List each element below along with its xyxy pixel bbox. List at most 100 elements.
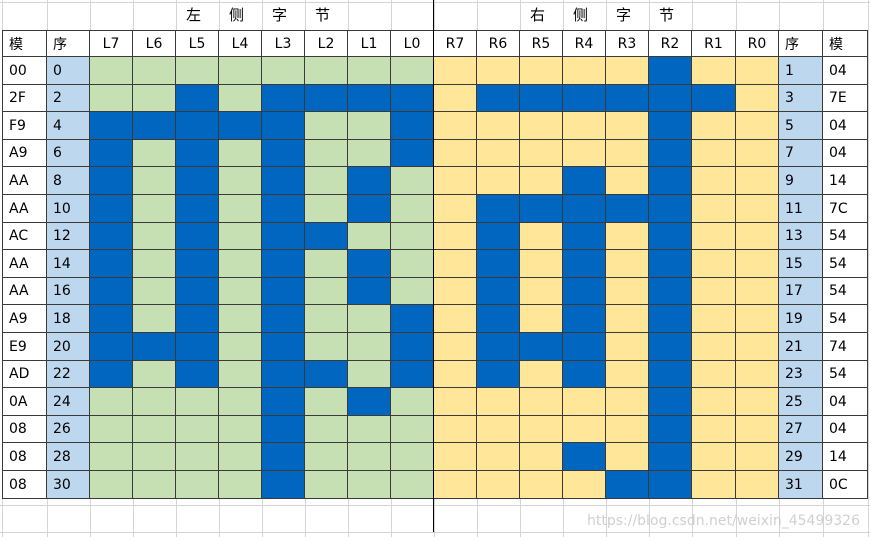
- column-header: L6: [133, 30, 176, 57]
- bit-cell-off: [219, 278, 262, 305]
- column-header: 模: [823, 30, 868, 57]
- bit-cell-off: [434, 416, 477, 443]
- right-seq-cell: 23: [779, 361, 823, 388]
- bit-cell-on: [176, 140, 219, 167]
- title-right-char: 侧: [573, 6, 589, 24]
- bit-cell-on: [262, 361, 305, 388]
- bit-cell-off: [348, 471, 391, 499]
- left-mod-cell: 00: [2, 57, 47, 85]
- bit-cell-on: [520, 195, 563, 223]
- bit-cell-on: [649, 305, 692, 333]
- bit-cell-on: [262, 167, 305, 195]
- bit-cell-off: [520, 140, 563, 167]
- bit-cell-off: [520, 250, 563, 278]
- bit-cell-off: [606, 361, 649, 388]
- bit-cell-off: [305, 140, 348, 167]
- bit-cell-off: [305, 443, 348, 471]
- bit-cell-on: [90, 112, 133, 140]
- left-seq-cell: 24: [47, 388, 90, 416]
- bit-cell-off: [736, 388, 779, 416]
- column-header: L7: [90, 30, 133, 57]
- left-seq-cell: 28: [47, 443, 90, 471]
- left-mod-cell: 08: [2, 443, 47, 471]
- bit-cell-on: [176, 167, 219, 195]
- bit-cell-off: [606, 112, 649, 140]
- bit-cell-off: [736, 57, 779, 85]
- bit-cell-off: [477, 57, 520, 85]
- bit-cell-on: [649, 140, 692, 167]
- bit-cell-off: [434, 112, 477, 140]
- bit-cell-off: [133, 388, 176, 416]
- column-header: R4: [563, 30, 606, 57]
- bit-cell-off: [391, 195, 434, 223]
- bit-cell-on: [262, 305, 305, 333]
- bit-cell-off: [477, 416, 520, 443]
- bit-cell-off: [90, 416, 133, 443]
- bit-cell-on: [563, 223, 606, 250]
- bit-cell-off: [434, 361, 477, 388]
- bit-cell-on: [90, 361, 133, 388]
- bit-cell-off: [434, 223, 477, 250]
- bit-cell-off: [563, 140, 606, 167]
- bit-cell-on: [391, 140, 434, 167]
- column-header: 序: [47, 30, 90, 57]
- half-divider: [433, 0, 434, 532]
- bit-cell-on: [649, 333, 692, 361]
- bit-cell-off: [391, 471, 434, 499]
- bit-cell-off: [434, 57, 477, 85]
- bit-cell-off: [133, 305, 176, 333]
- bit-cell-off: [563, 57, 606, 85]
- bit-cell-on: [176, 85, 219, 112]
- bit-cell-off: [692, 443, 736, 471]
- bit-cell-on: [391, 112, 434, 140]
- right-seq-cell: 3: [779, 85, 823, 112]
- bit-cell-on: [563, 361, 606, 388]
- column-header: L2: [305, 30, 348, 57]
- bit-cell-off: [305, 195, 348, 223]
- bit-cell-on: [606, 471, 649, 499]
- bit-cell-on: [563, 250, 606, 278]
- bit-cell-on: [391, 361, 434, 388]
- bit-cell-off: [736, 195, 779, 223]
- bit-cell-off: [219, 471, 262, 499]
- bit-cell-off: [219, 140, 262, 167]
- left-seq-cell: 16: [47, 278, 90, 305]
- right-seq-cell: 15: [779, 250, 823, 278]
- bit-cell-off: [736, 140, 779, 167]
- bit-cell-off: [219, 167, 262, 195]
- bit-cell-off: [391, 223, 434, 250]
- bit-cell-on: [649, 57, 692, 85]
- bit-cell-on: [649, 167, 692, 195]
- bit-cell-off: [348, 305, 391, 333]
- bit-cell-on: [90, 167, 133, 195]
- bit-cell-off: [133, 443, 176, 471]
- bit-cell-off: [391, 416, 434, 443]
- bit-cell-off: [133, 57, 176, 85]
- bit-cell-off: [434, 167, 477, 195]
- right-mod-cell: 54: [823, 250, 868, 278]
- bit-cell-off: [305, 333, 348, 361]
- bit-cell-off: [434, 195, 477, 223]
- left-mod-cell: AA: [2, 250, 47, 278]
- title-right-char: 字: [616, 6, 632, 24]
- bit-cell-off: [520, 167, 563, 195]
- bit-cell-off: [133, 250, 176, 278]
- bit-cell-off: [692, 416, 736, 443]
- bit-cell-off: [520, 112, 563, 140]
- bit-cell-off: [90, 388, 133, 416]
- right-mod-cell: 04: [823, 388, 868, 416]
- bit-cell-on: [606, 85, 649, 112]
- bit-cell-off: [606, 57, 649, 85]
- bit-cell-off: [90, 471, 133, 499]
- bit-cell-off: [606, 443, 649, 471]
- left-seq-cell: 22: [47, 361, 90, 388]
- bit-cell-on: [348, 388, 391, 416]
- bit-cell-on: [649, 85, 692, 112]
- right-seq-cell: 27: [779, 416, 823, 443]
- bit-cell-on: [477, 85, 520, 112]
- bit-cell-on: [391, 305, 434, 333]
- bit-cell-on: [649, 112, 692, 140]
- bit-cell-off: [692, 333, 736, 361]
- bit-cell-on: [90, 250, 133, 278]
- bit-cell-on: [262, 443, 305, 471]
